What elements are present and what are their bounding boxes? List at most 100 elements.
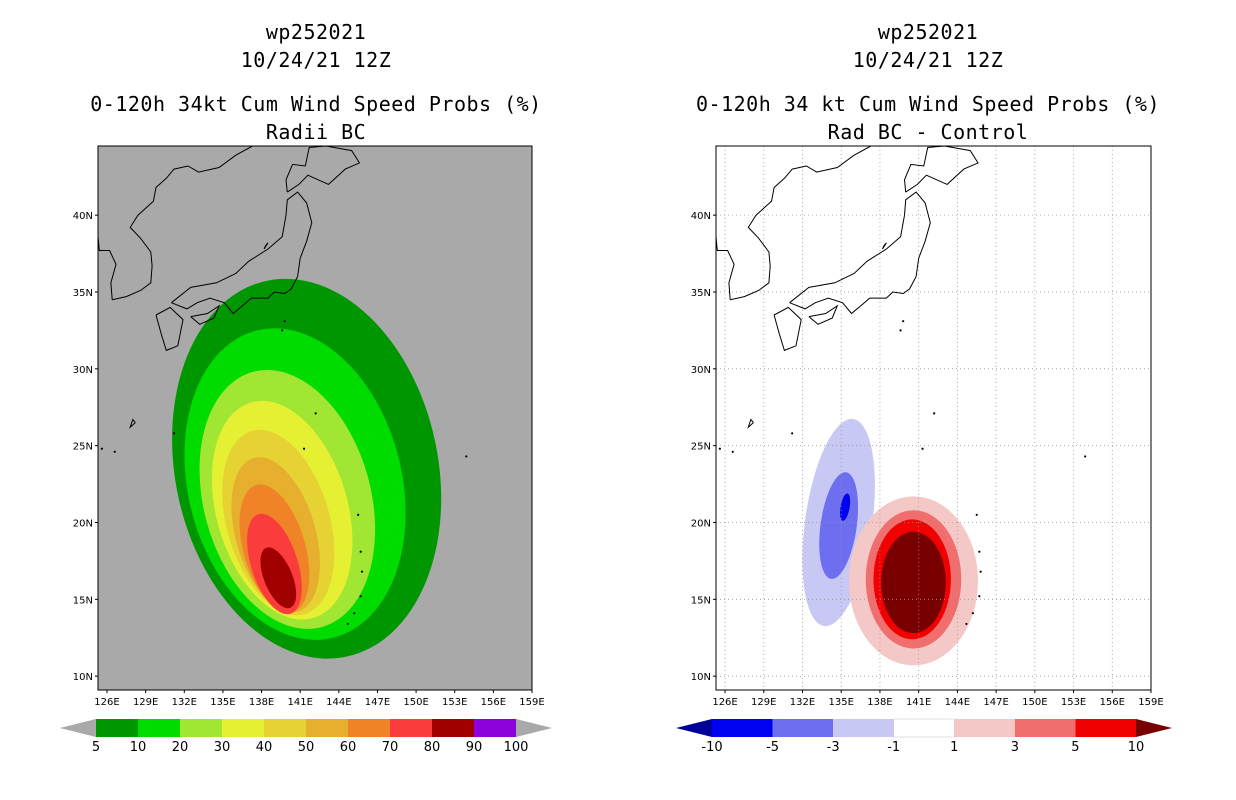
island-1-5	[971, 612, 974, 615]
coastline-1-1	[773, 306, 802, 352]
colorbar-0-under-arrow	[60, 719, 96, 737]
panel-1-frame	[715, 145, 1152, 691]
coastline-1-2	[808, 304, 839, 325]
ytick-label-0-2: 20N	[73, 518, 93, 529]
left-storm-id: wp252021	[265, 20, 367, 44]
xtick-label-1-10: 156E	[1100, 697, 1125, 708]
island-0-13	[83, 454, 85, 456]
ytick-label-0-6: 40N	[73, 211, 93, 222]
island-1-13	[701, 454, 703, 456]
coastline-0-6	[263, 242, 269, 250]
island-1-12	[718, 447, 721, 450]
colorbar-0-label-4: 40	[256, 740, 273, 755]
colorbar-1-label-0: -10	[701, 740, 722, 755]
xtick-label-0-8: 150E	[403, 697, 428, 708]
colorbar-0-label-6: 60	[340, 740, 357, 755]
island-0-4	[359, 595, 362, 598]
panel-0-frame	[97, 145, 533, 691]
ytick-label-0-1: 15N	[73, 595, 93, 606]
colorbar-1-box-5	[1014, 719, 1076, 737]
colorbar-0-label-2: 20	[172, 740, 189, 755]
contour-1-level-10	[881, 531, 946, 634]
island-1-9	[975, 513, 978, 516]
coastline-0-5	[98, 236, 117, 300]
xtick-label-1-9: 153E	[1061, 697, 1086, 708]
coastline-0-4	[112, 146, 253, 301]
xtick-label-1-11: 159E	[1138, 697, 1163, 708]
colorbar-0-box-2	[180, 719, 222, 737]
colorbar-1-label-3: -1	[887, 740, 900, 755]
colorbar-0-label-3: 30	[214, 740, 231, 755]
colorbar-0-label-10: 100	[504, 740, 529, 755]
colorbar-0-label-8: 80	[424, 740, 441, 755]
coastline-0-0	[171, 191, 313, 315]
colorbar-0-box-5	[306, 719, 348, 737]
island-1-4	[978, 595, 981, 598]
island-0-7	[360, 570, 364, 573]
left-date: 10/24/21 12Z	[240, 48, 392, 72]
contour-1-level--5	[840, 493, 851, 521]
coastline-0-1	[155, 306, 184, 352]
island-0-6	[346, 622, 349, 626]
colorbar-0-label-1: 10	[130, 740, 147, 755]
xtick-label-0-1: 129E	[133, 697, 158, 708]
colorbar-1-label-2: -3	[827, 740, 840, 755]
coastline-1-6	[882, 242, 887, 250]
island-1-14	[791, 432, 794, 435]
island-0-5	[353, 612, 356, 615]
colorbar-1-under-arrow	[676, 719, 712, 737]
island-0-8	[359, 550, 362, 553]
xtick-label-1-1: 129E	[751, 697, 776, 708]
xtick-label-1-6: 144E	[945, 697, 970, 708]
ytick-label-1-1: 15N	[691, 595, 711, 606]
coastline-1-3	[903, 146, 979, 193]
xtick-label-0-2: 132E	[172, 697, 197, 708]
colorbar-0-label-9: 90	[466, 740, 483, 755]
colorbar-1-label-6: 5	[1071, 740, 1079, 755]
ytick-label-0-0: 10N	[73, 672, 93, 683]
colorbar-0-box-8	[432, 719, 474, 737]
colorbar-1-label-5: 3	[1011, 740, 1019, 755]
right-title-line2: Rad BC - Control	[827, 120, 1029, 144]
xtick-label-1-8: 150E	[1022, 697, 1047, 708]
island-0-3	[302, 447, 306, 450]
coastline-1-5	[716, 236, 735, 300]
right-storm-id: wp252021	[877, 20, 979, 44]
colorbar-1-label-1: -5	[766, 740, 779, 755]
xtick-label-0-11: 159E	[519, 697, 544, 708]
colorbar-0-over-arrow	[516, 719, 552, 737]
ytick-label-1-4: 30N	[691, 365, 711, 376]
island-0-12	[100, 447, 103, 450]
island-1-1	[899, 329, 902, 332]
island-1-7	[979, 570, 982, 573]
ytick-label-1-5: 35N	[691, 288, 711, 299]
island-0-14	[172, 432, 176, 435]
colorbar-1-over-arrow	[1136, 719, 1172, 737]
colorbar-1-label-4: 1	[950, 740, 958, 755]
island-0-10	[465, 455, 468, 458]
colorbar-0-box-0	[96, 719, 138, 737]
coastline-0-7	[129, 418, 136, 429]
island-0-9	[357, 513, 360, 516]
colorbar-0-label-5: 50	[298, 740, 315, 755]
island-1-3	[921, 447, 924, 450]
xtick-label-1-7: 147E	[983, 697, 1008, 708]
xtick-label-0-4: 138E	[249, 697, 274, 708]
ytick-label-1-6: 40N	[691, 211, 711, 222]
xtick-label-1-3: 135E	[829, 697, 854, 708]
island-1-0	[902, 320, 905, 323]
colorbar-0-label-7: 70	[382, 740, 399, 755]
xtick-label-0-6: 144E	[326, 697, 351, 708]
colorbar-0-box-4	[264, 719, 306, 737]
ytick-label-0-5: 35N	[73, 288, 93, 299]
xtick-label-1-4: 138E	[867, 697, 892, 708]
xtick-label-1-2: 132E	[790, 697, 815, 708]
colorbar-1-box-4	[954, 719, 1015, 737]
colorbar-0-label-0: 5	[92, 740, 100, 755]
ytick-label-1-0: 10N	[691, 672, 711, 683]
ytick-label-0-3: 25N	[73, 442, 93, 453]
xtick-label-1-5: 141E	[906, 697, 931, 708]
ytick-label-1-2: 20N	[691, 518, 711, 529]
coastline-0-3	[285, 146, 361, 193]
